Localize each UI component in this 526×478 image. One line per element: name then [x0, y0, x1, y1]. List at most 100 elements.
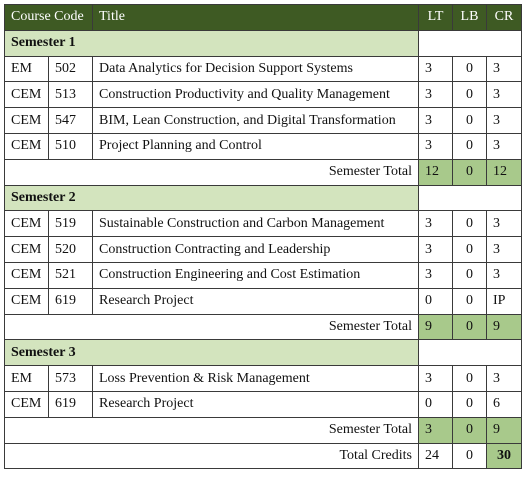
header-lb: LB	[452, 4, 487, 31]
course-prefix: CEM	[4, 287, 49, 315]
course-title: Data Analytics for Decision Support Syst…	[92, 55, 419, 83]
semester-total-lb: 0	[452, 158, 487, 186]
course-number: 547	[48, 107, 93, 134]
course-row: CEM 547 BIM, Lean Construction, and Digita…	[4, 107, 522, 134]
semester-total-cr: 12	[486, 158, 522, 186]
semester-header-row: Semester 1	[4, 29, 522, 57]
course-number: 513	[48, 81, 93, 109]
semester-label: Semester 2	[4, 184, 419, 212]
semester-total-lb: 0	[452, 416, 487, 444]
semester-total-cr: 9	[486, 416, 522, 444]
course-cr: 3	[486, 365, 522, 392]
course-prefix: CEM	[4, 210, 49, 238]
course-lb: 0	[452, 132, 487, 160]
course-title: Construction Engineering and Cost Estima…	[92, 261, 419, 289]
semester-total-row: Semester Total 12 0 12	[4, 158, 522, 186]
course-lt: 0	[418, 390, 453, 418]
course-row: EM 573 Loss Prevention & Risk Management 3 0…	[4, 365, 522, 392]
course-cr: 3	[486, 55, 522, 83]
course-lt: 3	[418, 107, 453, 134]
course-cr: 3	[486, 132, 522, 160]
course-lt: 0	[418, 287, 453, 315]
course-number: 573	[48, 365, 93, 392]
course-prefix: CEM	[4, 261, 49, 289]
course-prefix: CEM	[4, 132, 49, 160]
semester-total-row: Semester Total 9 0 9	[4, 313, 522, 341]
total-credits-lb: 0	[452, 442, 487, 470]
course-lt: 3	[418, 365, 453, 392]
course-lb: 0	[452, 236, 487, 263]
course-lb: 0	[452, 55, 487, 83]
course-lt: 3	[418, 81, 453, 109]
course-title: Project Planning and Control	[92, 132, 419, 160]
semester-total-lb: 0	[452, 313, 487, 341]
course-title: Sustainable Construction and Carbon Mana…	[92, 210, 419, 238]
course-cr: 3	[486, 210, 522, 238]
course-row: CEM 520 Construction Contracting and Leade…	[4, 236, 522, 263]
semester-total-lt: 12	[418, 158, 453, 186]
course-lb: 0	[452, 365, 487, 392]
course-title: Research Project	[92, 287, 419, 315]
course-title: Loss Prevention & Risk Management	[92, 365, 419, 392]
course-title: Construction Contracting and Leadership	[92, 236, 419, 263]
total-credits-lt: 24	[418, 442, 453, 470]
semester-total-label: Semester Total	[4, 313, 419, 341]
course-lt: 3	[418, 210, 453, 238]
course-row: CEM 619 Research Project 0 0 6	[4, 390, 522, 418]
total-credits-label: Total Credits	[4, 442, 419, 470]
course-number: 619	[48, 287, 93, 315]
course-lt: 3	[418, 132, 453, 160]
course-number: 510	[48, 132, 93, 160]
course-cr: 6	[486, 390, 522, 418]
semester-label: Semester 1	[4, 29, 419, 57]
semester-header-blank	[418, 29, 522, 57]
course-title: BIM, Lean Construction, and Digital Tran…	[92, 107, 419, 134]
course-lb: 0	[452, 81, 487, 109]
course-row: CEM 513 Construction Productivity and Qual…	[4, 81, 522, 109]
course-lb: 0	[452, 261, 487, 289]
course-prefix: CEM	[4, 107, 49, 134]
total-credits-cr: 30	[486, 442, 522, 470]
course-row: CEM 510 Project Planning and Control 3 0 3	[4, 132, 522, 160]
header-row: Course Code Title LT LB CR	[4, 4, 522, 31]
course-lt: 3	[418, 236, 453, 263]
semester-total-label: Semester Total	[4, 158, 419, 186]
header-title: Title	[92, 4, 419, 31]
course-cr: 3	[486, 261, 522, 289]
course-title: Research Project	[92, 390, 419, 418]
semester-total-lt: 3	[418, 416, 453, 444]
header-lt: LT	[418, 4, 453, 31]
course-number: 520	[48, 236, 93, 263]
course-prefix: CEM	[4, 390, 49, 418]
course-lb: 0	[452, 210, 487, 238]
grand-total-row: Total Credits 24 0 30	[4, 442, 522, 470]
semester-total-row: Semester Total 3 0 9	[4, 416, 522, 444]
semester-header-row: Semester 2	[4, 184, 522, 212]
course-lt: 3	[418, 55, 453, 83]
course-number: 519	[48, 210, 93, 238]
course-number: 521	[48, 261, 93, 289]
course-prefix: EM	[4, 365, 49, 392]
course-prefix: CEM	[4, 81, 49, 109]
course-row: CEM 619 Research Project 0 0 IP	[4, 287, 522, 315]
course-cr: 3	[486, 236, 522, 263]
semester-header-row: Semester 3	[4, 339, 522, 367]
course-prefix: CEM	[4, 236, 49, 263]
semester-total-label: Semester Total	[4, 416, 419, 444]
header-course-code: Course Code	[4, 4, 93, 31]
semester-label: Semester 3	[4, 339, 419, 367]
semester-header-blank	[418, 184, 522, 212]
course-prefix: EM	[4, 55, 49, 83]
semester-total-cr: 9	[486, 313, 522, 341]
header-cr: CR	[486, 4, 522, 31]
semester-header-blank	[418, 339, 522, 367]
course-lb: 0	[452, 287, 487, 315]
course-number: 619	[48, 390, 93, 418]
course-lt: 3	[418, 261, 453, 289]
course-number: 502	[48, 55, 93, 83]
course-cr: IP	[486, 287, 522, 315]
course-lb: 0	[452, 107, 487, 134]
course-row: CEM 519 Sustainable Construction and Carbo…	[4, 210, 522, 238]
course-table: Course Code Title LT LB CR Semester 1 EM 5…	[4, 4, 522, 470]
course-cr: 3	[486, 81, 522, 109]
